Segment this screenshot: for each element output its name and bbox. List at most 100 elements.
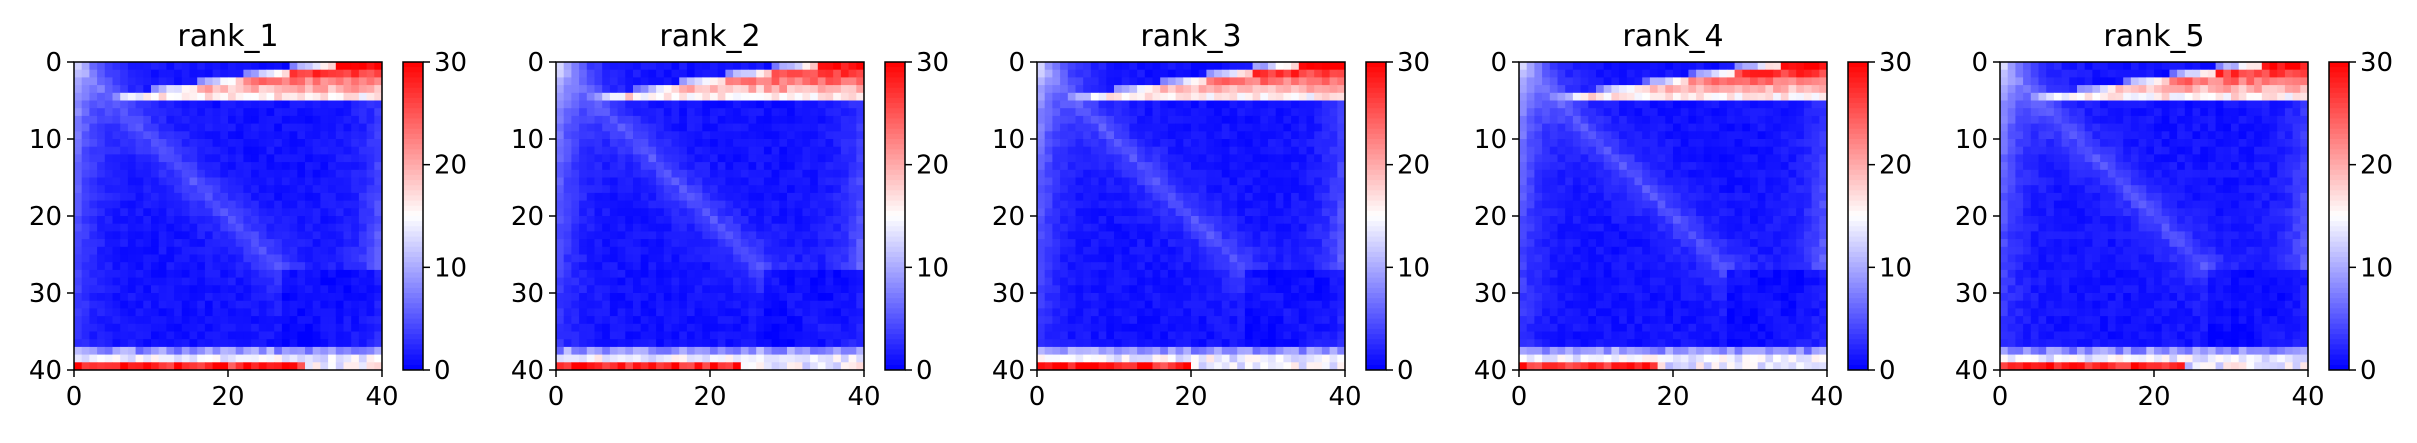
heatmap-cell (826, 239, 834, 247)
heatmap-cell (587, 108, 595, 116)
heatmap-cell (120, 131, 128, 139)
heatmap-cell (1099, 131, 1107, 139)
y-tick-label: 10 (29, 125, 62, 155)
heatmap-cell (610, 162, 618, 170)
heatmap-cell (1052, 170, 1060, 178)
heatmap-cell (228, 124, 236, 132)
heatmap-cell (359, 347, 367, 355)
heatmap-cell (1122, 162, 1130, 170)
heatmap-cell (756, 131, 764, 139)
heatmap-cell (741, 316, 749, 324)
heatmap-cell (764, 270, 772, 278)
heatmap-cell (1176, 147, 1184, 155)
heatmap-cell (587, 247, 595, 255)
heatmap-cell (725, 231, 733, 239)
heatmap-cell (625, 101, 633, 109)
heatmap-cell (1183, 70, 1191, 78)
heatmap-cell (182, 139, 190, 147)
heatmap-cell (1106, 70, 1114, 78)
heatmap-cell (1214, 270, 1222, 278)
heatmap-cell (733, 270, 741, 278)
heatmap-cell (1037, 93, 1045, 101)
heatmap-cell (1060, 62, 1068, 70)
heatmap-cell (267, 162, 275, 170)
heatmap-cell (151, 347, 159, 355)
heatmap-cell (374, 308, 382, 316)
heatmap-cell (641, 355, 649, 363)
heatmap-cell (1337, 308, 1345, 316)
heatmap-cell (1307, 278, 1315, 286)
heatmap-cell (113, 154, 121, 162)
heatmap-cell (328, 131, 336, 139)
heatmap-cell (297, 316, 305, 324)
heatmap-cell (1091, 293, 1099, 301)
heatmap-cell (795, 154, 803, 162)
heatmap-cell (359, 216, 367, 224)
heatmap-cell (664, 301, 672, 309)
heatmap-cell (1237, 247, 1245, 255)
heatmap-cell (159, 162, 167, 170)
heatmap-cell (733, 362, 741, 370)
heatmap-cell (556, 285, 564, 293)
heatmap-cell (1206, 208, 1214, 216)
heatmap-cell (251, 108, 259, 116)
heatmap-cell (97, 224, 105, 232)
heatmap-cell (1145, 62, 1153, 70)
heatmap-cell (795, 347, 803, 355)
heatmap-cell (826, 193, 834, 201)
heatmap-cell (764, 362, 772, 370)
heatmap-cell (251, 124, 259, 132)
heatmap-cell (1245, 285, 1253, 293)
heatmap-cell (664, 170, 672, 178)
heatmap-cell (741, 224, 749, 232)
heatmap-cell (1322, 85, 1330, 93)
heatmap-cell (1268, 193, 1276, 201)
heatmap-cell (1268, 347, 1276, 355)
heatmap-cell (710, 308, 718, 316)
heatmap-cell (359, 193, 367, 201)
heatmap-cell (290, 339, 298, 347)
heatmap-cell (772, 147, 780, 155)
heatmap-cell (1214, 185, 1222, 193)
heatmap-cell (236, 124, 244, 132)
heatmap-cell (282, 324, 290, 332)
heatmap-cell (772, 239, 780, 247)
heatmap-cell (664, 124, 672, 132)
heatmap-cell (82, 108, 90, 116)
colorbar-segment (885, 118, 905, 124)
heatmap-cell (182, 231, 190, 239)
heatmap-cell (695, 178, 703, 186)
colorbar-segment (403, 308, 423, 314)
heatmap-cell (564, 324, 572, 332)
heatmap-cell (1176, 77, 1184, 85)
heatmap-cell (656, 70, 664, 78)
heatmap-cell (818, 347, 826, 355)
heatmap-cell (1183, 285, 1191, 293)
heatmap-cell (305, 131, 313, 139)
heatmap-cell (1037, 224, 1045, 232)
heatmap-cell (702, 332, 710, 340)
heatmap-cell (290, 185, 298, 193)
heatmap-cell (1322, 316, 1330, 324)
heatmap-cell (648, 154, 656, 162)
heatmap-cell (1230, 62, 1238, 70)
heatmap-cell (633, 162, 641, 170)
heatmap-cell (320, 154, 328, 162)
heatmap-cell (89, 124, 97, 132)
heatmap-cell (205, 285, 213, 293)
heatmap-cell (787, 339, 795, 347)
heatmap-cell (1337, 247, 1345, 255)
heatmap-cell (74, 178, 82, 186)
heatmap-cell (556, 247, 564, 255)
heatmap-cell (625, 178, 633, 186)
heatmap-cell (1268, 362, 1276, 370)
heatmap-cell (136, 362, 144, 370)
heatmap-cell (1160, 116, 1168, 124)
heatmap-cell (1299, 278, 1307, 286)
heatmap-cell (579, 355, 587, 363)
heatmap-cell (1199, 178, 1207, 186)
heatmap-cell (336, 301, 344, 309)
heatmap-cell (197, 216, 205, 224)
heatmap-cell (305, 247, 313, 255)
heatmap-cell (1299, 339, 1307, 347)
